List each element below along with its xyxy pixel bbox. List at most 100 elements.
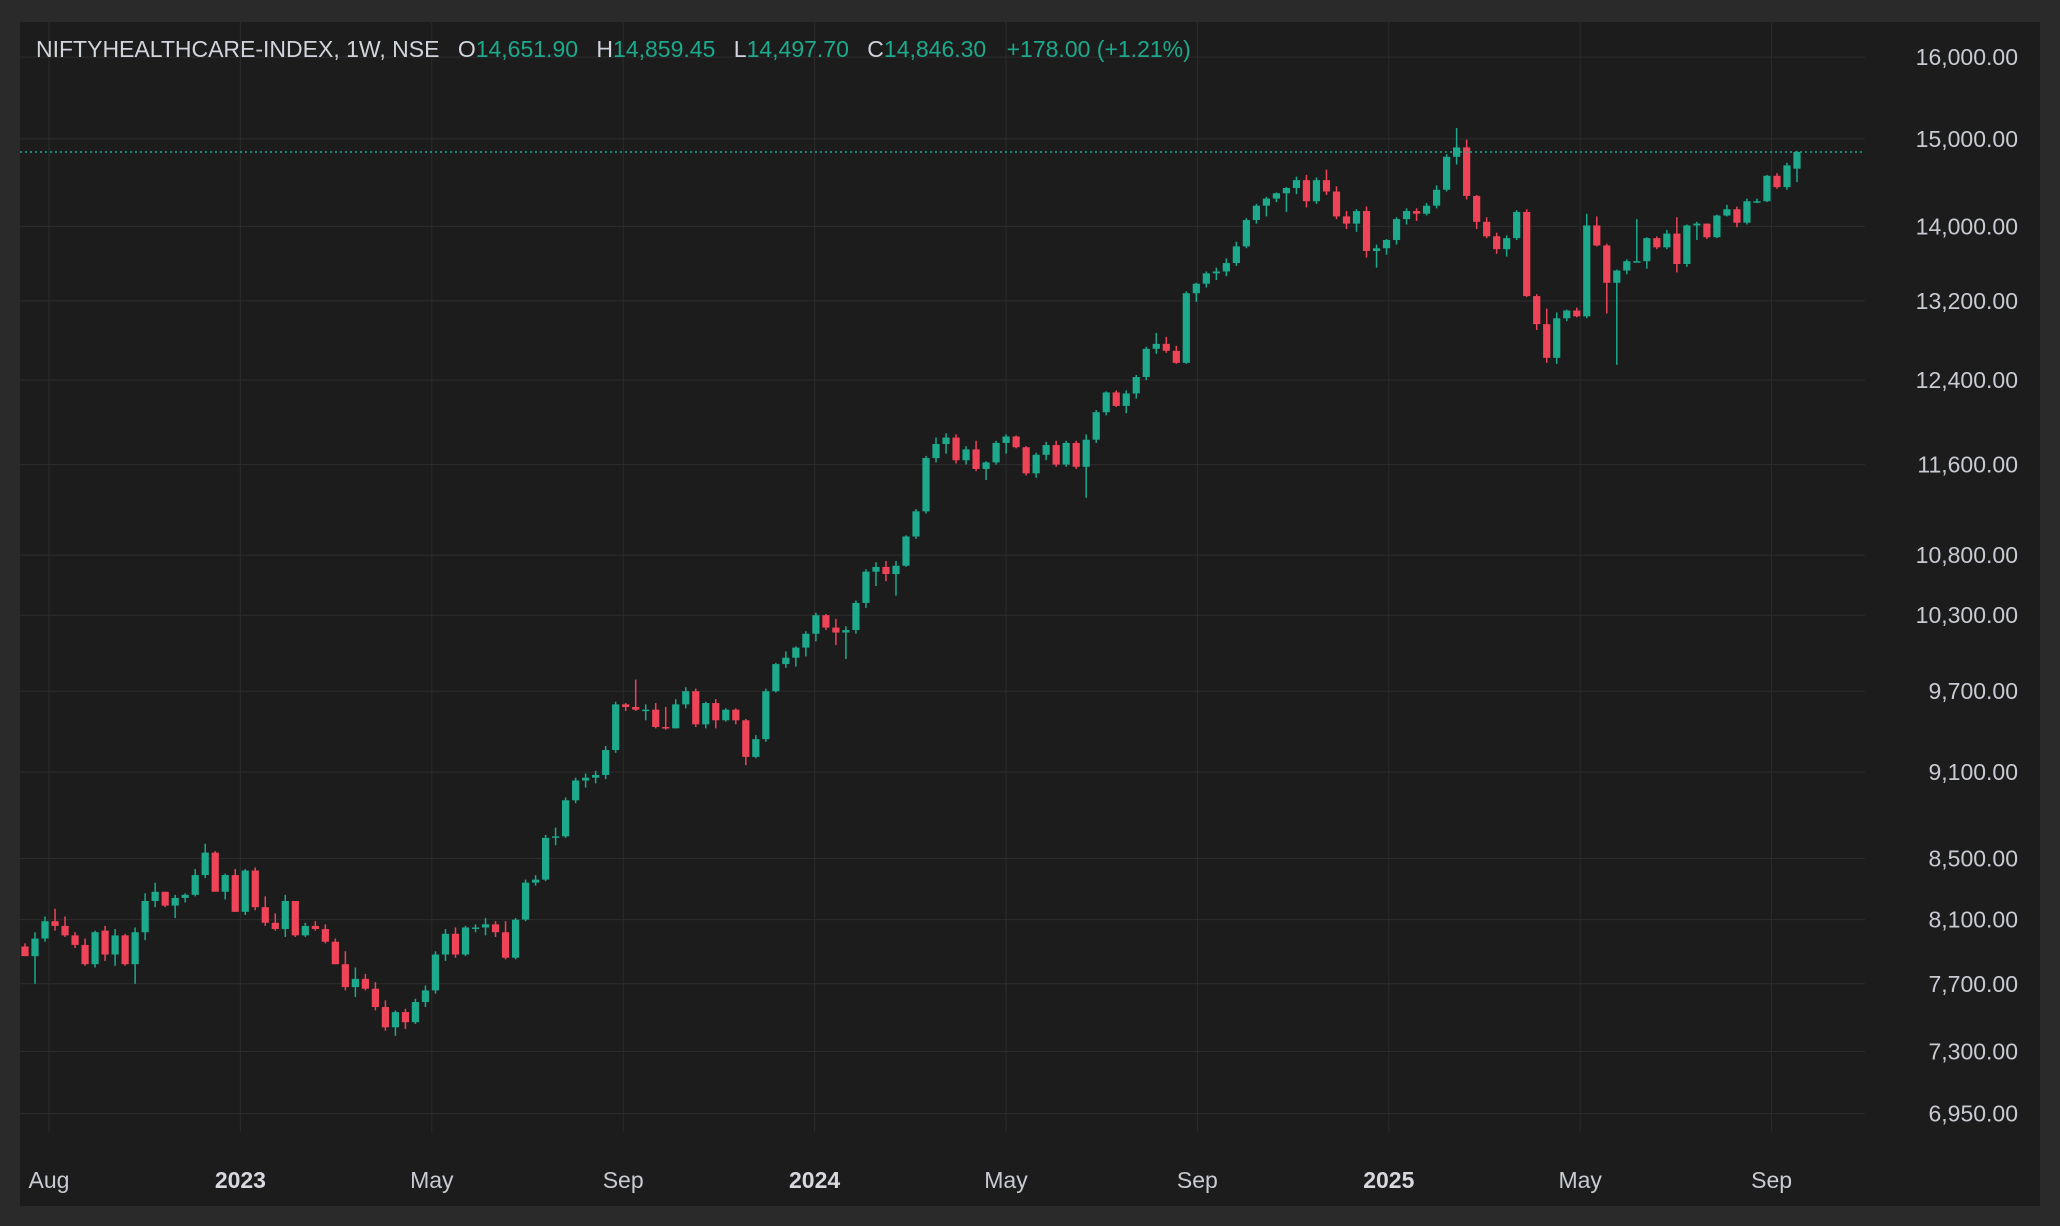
candle-down <box>732 708 740 725</box>
candle-down <box>121 933 129 966</box>
candle-down <box>1072 440 1080 469</box>
candle-body <box>1703 223 1711 238</box>
x-tick-label: Aug <box>29 1167 70 1193</box>
candle-body <box>491 924 500 933</box>
candle-body <box>1643 238 1651 262</box>
candle-body <box>1412 211 1421 214</box>
candle-down <box>692 688 700 728</box>
x-tick-label: Sep <box>1177 1167 1218 1193</box>
candle-body <box>1733 209 1741 223</box>
low-value: 14,497.70 <box>746 36 849 62</box>
candle-body <box>1613 270 1621 283</box>
candle-up <box>461 925 470 957</box>
candle-up <box>872 562 880 587</box>
candle-body <box>1563 310 1571 319</box>
chart-panel[interactable]: 16,000.00 15,000.00 14,000.00 13,200.00 12,4… <box>20 22 2040 1206</box>
candle-body <box>301 925 309 936</box>
candle-body <box>582 777 590 781</box>
candle-body <box>1392 219 1401 240</box>
candle-up <box>1232 241 1240 266</box>
candle-up <box>1352 209 1361 232</box>
candle-body <box>1473 195 1481 222</box>
candle-body <box>321 929 329 942</box>
y-tick-label: 9,100.00 <box>1928 759 2018 785</box>
candle-body <box>1352 211 1361 224</box>
candle-body <box>1242 220 1250 247</box>
candle-down <box>1673 217 1681 273</box>
candle-body <box>1002 436 1010 443</box>
candle-body <box>261 907 269 923</box>
candle-up <box>842 626 850 659</box>
candle-body <box>1252 205 1260 221</box>
candle-body <box>461 927 470 955</box>
candle-down <box>1493 232 1501 254</box>
candle-body <box>1262 198 1271 206</box>
candle-body <box>1693 223 1701 226</box>
candle-up <box>1182 291 1190 364</box>
candle-up <box>1292 176 1301 195</box>
candle-body <box>852 602 860 631</box>
candle-body <box>241 870 249 912</box>
candlestick-chart[interactable]: 16,000.00 15,000.00 14,000.00 13,200.00 12,4… <box>20 22 2040 1206</box>
candle-body <box>962 449 970 461</box>
candle-up <box>1092 410 1100 443</box>
candle-body <box>531 879 540 883</box>
symbol-title[interactable]: NIFTYHEALTHCARE-INDEX, 1W, NSE <box>36 36 440 62</box>
candle-up <box>1142 346 1150 381</box>
candle-up <box>682 687 690 709</box>
candle-down <box>1593 216 1601 247</box>
candle-up <box>1062 440 1070 467</box>
candle-up <box>1723 204 1731 217</box>
y-tick-label: 11,600.00 <box>1917 452 2018 478</box>
candle-up <box>1132 374 1140 399</box>
candle-body <box>952 437 960 461</box>
candle-down <box>451 927 460 958</box>
change-value: +178.00 (+1.21%) <box>1006 36 1191 62</box>
candle-down <box>371 982 379 1011</box>
candle-up <box>111 929 119 966</box>
candle-up <box>511 918 520 960</box>
candle-down <box>341 951 349 991</box>
x-tick-label: May <box>1558 1167 1602 1193</box>
candle-body <box>1192 283 1200 294</box>
candle-body <box>1583 225 1591 317</box>
candle-body <box>872 566 880 572</box>
time-axis: Aug 2023 May Sep 2024 May Sep 2025 May Sep <box>29 1167 1793 1193</box>
close-label: C <box>867 36 884 62</box>
candle-up <box>1713 214 1721 239</box>
candle-up <box>1503 235 1511 257</box>
candle-body <box>632 707 640 710</box>
candle-body <box>1272 193 1281 199</box>
candle-body <box>1342 216 1351 224</box>
candle-up <box>1382 239 1391 255</box>
candle-down <box>1653 236 1661 250</box>
candle-body <box>982 462 990 469</box>
candle-up <box>702 701 710 729</box>
candle-body <box>171 897 179 906</box>
candle-up <box>471 924 480 933</box>
candle-up <box>1743 198 1751 225</box>
candle-up <box>1422 203 1431 216</box>
candle-body <box>381 1007 390 1028</box>
x-tick-label: Sep <box>603 1167 644 1193</box>
candle-up <box>612 701 620 753</box>
candle-body <box>892 565 900 575</box>
candle-body <box>1573 310 1581 317</box>
close-value: 14,846.30 <box>883 36 987 62</box>
candle-body <box>1142 348 1150 378</box>
candle-up <box>572 777 580 804</box>
candle-body <box>391 1012 400 1028</box>
candle-body <box>742 720 750 757</box>
candle-body <box>1122 393 1130 406</box>
candle-body <box>1653 238 1661 248</box>
candle-up <box>91 930 99 968</box>
candle-up <box>351 967 359 998</box>
candle-down <box>1012 435 1020 449</box>
candle-up <box>1453 127 1461 165</box>
candle-body <box>101 930 109 955</box>
candle-body <box>882 566 890 575</box>
candle-body <box>541 837 550 880</box>
candle-up <box>1102 391 1110 416</box>
candle-down <box>251 867 259 911</box>
candle-body <box>712 703 720 721</box>
